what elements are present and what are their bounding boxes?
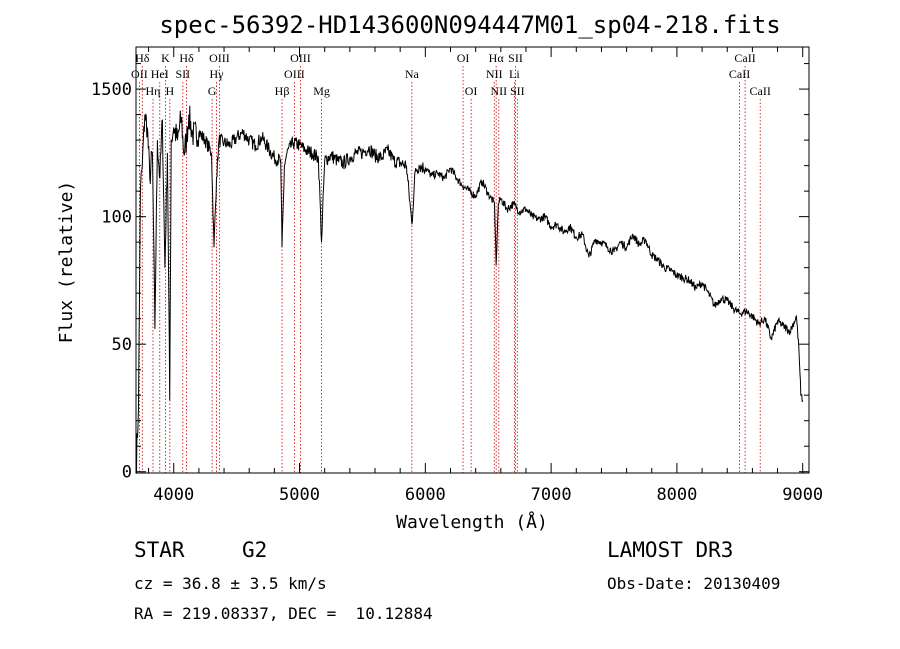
redshift-cz: cz = 36.8 ± 3.5 km/s [134,574,327,593]
y-tick-label-1: 50 [112,335,132,355]
spectral-line-label-11: OIII [290,51,311,65]
spectral-line-label-9: Hγ [210,67,225,81]
axes-layer: 4000 5000 6000 7000 8000 9000 0 50 100 1500 [91,47,823,505]
spectral-line-label-7: Hδ [179,51,194,65]
plot-frame [135,46,810,474]
chart-title: spec-56392-HD143600N094447M01_sp04-218.f… [159,11,780,39]
spectral-line-label-20: NII [490,84,507,98]
spectral-line-label-13: Hβ [275,84,290,98]
x-axis-label: Wavelength (Å) [396,511,548,533]
spectral-line-label-18: Hα [489,51,505,65]
spectral-line-label-23: SII [510,84,525,98]
object-class: STAR [134,538,185,562]
spectral-line-label-6: SII [175,67,190,81]
spectral-line-label-22: Li [509,67,520,81]
x-tick-label-2: 6000 [405,485,446,505]
y-tick-label-0: 0 [122,463,132,483]
spectral-line-label-25: CaII [729,67,750,81]
spectral-line-label-24: CaII [734,51,755,65]
spectral-line-label-16: OI [457,51,470,65]
spectral-line-label-12: OIII [284,67,305,81]
spectral-line-label-5: H [166,84,175,98]
object-subclass: G2 [242,538,268,562]
spectral-line-label-19: NII [486,67,503,81]
spectral-line-label-8: OIII [209,51,230,65]
y-tick-label-3: 1500 [91,80,132,100]
spectral-line-label-0: Hδ [135,51,150,65]
spectral-line-label-21: SII [508,51,523,65]
spectral-line-label-26: CaII [750,84,771,98]
x-tick-label-3: 7000 [531,485,572,505]
spectral-line-label-10: G [208,84,217,98]
x-tick-label-0: 4000 [153,485,194,505]
spectral-line-label-15: Na [405,67,420,81]
ra-dec: RA = 219.08337, DEC = 10.12884 [134,604,433,623]
spectral-line-label-3: K [161,51,170,65]
y-tick-label-2: 100 [101,208,132,228]
x-tick-label-1: 5000 [279,485,320,505]
spectrum-layer [135,105,804,475]
y-axis-label: Flux (relative) [56,181,77,344]
spectral-line-label-14: Mg [313,84,330,98]
spectral-lines-layer [138,66,761,473]
spectral-line-label-4: HeI [151,67,169,81]
x-tick-label-5: 9000 [782,485,823,505]
spectrum-series [135,105,804,475]
spectral-line-label-2: Hη [146,84,161,98]
spectral-line-label-1: OII [131,67,148,81]
x-tick-label-4: 8000 [656,485,697,505]
survey-name: LAMOST DR3 [607,538,734,562]
spectral-line-label-17: OI [465,84,478,98]
observation-date: Obs-Date: 20130409 [607,574,781,593]
